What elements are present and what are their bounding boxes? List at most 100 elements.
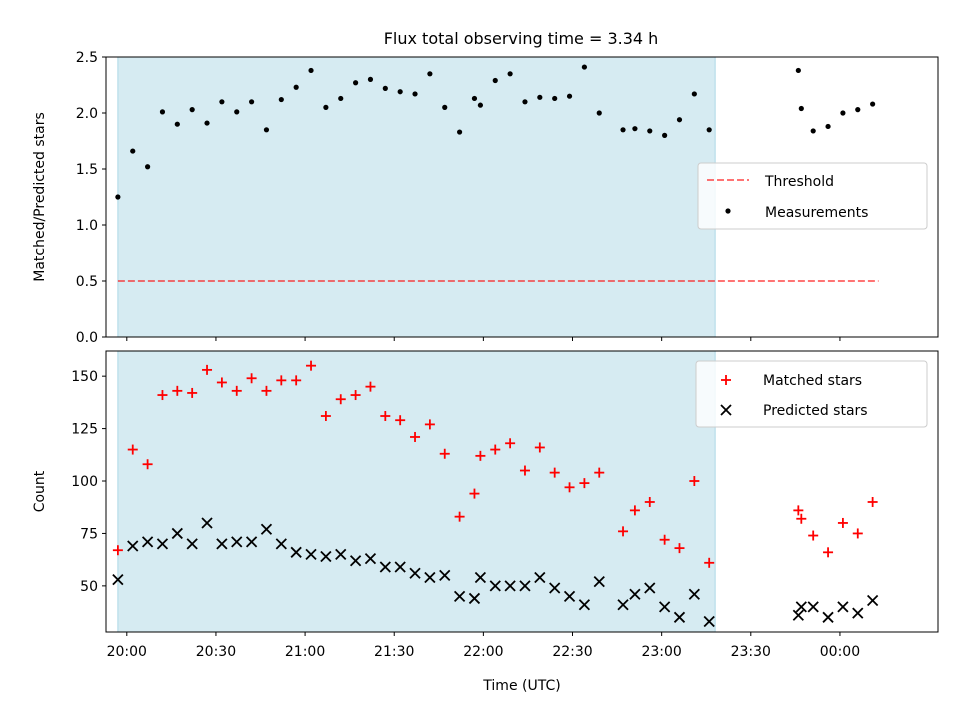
y-tick-label: 2.5 bbox=[76, 50, 98, 66]
measurement-point bbox=[507, 71, 513, 77]
matched-star-point bbox=[127, 444, 138, 455]
chart-title: Flux total observing time = 3.34 h bbox=[384, 29, 659, 48]
y-axis-label: Matched/Predicted stars bbox=[32, 112, 48, 282]
y-tick-label: 75 bbox=[80, 526, 98, 542]
measurement-point bbox=[219, 99, 225, 105]
measurement-point bbox=[323, 104, 329, 110]
matched-star-point bbox=[187, 387, 198, 398]
y-tick-label: 50 bbox=[80, 579, 98, 595]
measurement-point bbox=[382, 85, 388, 91]
observing-window-shade bbox=[117, 57, 716, 337]
matched-star-point bbox=[579, 478, 590, 489]
predicted-star-point bbox=[474, 571, 487, 584]
predicted-star-point bbox=[549, 582, 561, 594]
predicted-star-point bbox=[658, 601, 671, 613]
predicted-star-point bbox=[822, 611, 834, 623]
measurement-point bbox=[367, 76, 374, 82]
matched-star-point bbox=[365, 381, 376, 392]
measurement-point bbox=[115, 194, 121, 200]
matched-star-point bbox=[867, 496, 878, 507]
matched-star-point bbox=[505, 438, 516, 449]
predicted-star-point bbox=[792, 609, 804, 621]
measurement-point bbox=[825, 123, 831, 130]
predicted-star-point bbox=[201, 517, 213, 529]
predicted-star-point bbox=[186, 538, 198, 550]
ratio-panel: 0.0 0.5 1.0 1.5 2.0 2.5 Matched/Predicted star… bbox=[32, 50, 939, 346]
matched-star-point bbox=[534, 442, 545, 453]
measurement-point bbox=[471, 95, 478, 102]
x-tick-label: 20:30 bbox=[196, 644, 236, 660]
x-tick-label: 23:00 bbox=[641, 644, 681, 660]
matched-star-point bbox=[142, 459, 153, 470]
observing-window-shade bbox=[117, 351, 716, 632]
x-tick-label: 21:00 bbox=[285, 644, 325, 660]
y-tick-label: 150 bbox=[71, 369, 98, 385]
matched-star-point bbox=[618, 526, 629, 537]
predicted-star-point bbox=[394, 561, 406, 573]
matched-star-point bbox=[469, 488, 480, 499]
predicted-star-point bbox=[379, 561, 391, 573]
legend-measurements-swatch bbox=[725, 208, 731, 214]
predicted-star-point bbox=[305, 548, 317, 561]
matched-star-point bbox=[291, 375, 302, 386]
predicted-star-point bbox=[504, 580, 516, 592]
predicted-star-point bbox=[424, 571, 436, 584]
predicted-star-point bbox=[231, 536, 243, 548]
matched-star-point bbox=[689, 476, 700, 487]
count-panel: 50 75 100 125 150 20:00 20:30 21:00 21:30 22:00 22… bbox=[32, 350, 939, 694]
predicted-star-point bbox=[534, 571, 546, 584]
predicted-star-point bbox=[593, 576, 605, 588]
predicted-star-point bbox=[468, 592, 481, 605]
measurement-point bbox=[676, 117, 683, 123]
matched-star-point bbox=[519, 465, 530, 476]
matched-star-point bbox=[852, 528, 863, 539]
y-tick-label: 1.0 bbox=[76, 218, 98, 234]
matched-star-point bbox=[704, 557, 715, 568]
matched-star-point bbox=[261, 385, 272, 396]
predicted-star-point bbox=[673, 611, 686, 623]
measurement-point bbox=[278, 96, 284, 103]
measurement-point bbox=[234, 109, 240, 115]
measurement-point bbox=[397, 89, 403, 95]
legend-predicted-swatch bbox=[720, 404, 732, 416]
matched-star-point bbox=[823, 547, 834, 558]
matched-star-point bbox=[549, 467, 560, 478]
legend-predicted-label: Predicted stars bbox=[763, 403, 868, 419]
measurement-point bbox=[522, 99, 528, 105]
predicted-star-point bbox=[688, 588, 700, 600]
predicted-star-point bbox=[866, 594, 879, 607]
predicted-star-point bbox=[409, 567, 421, 579]
matched-star-point bbox=[644, 496, 655, 507]
predicted-star-point bbox=[216, 538, 228, 550]
matched-star-point bbox=[796, 513, 807, 524]
predicted-star-point bbox=[245, 536, 258, 548]
axes-frame bbox=[105, 56, 939, 338]
predicted-star-point bbox=[852, 607, 864, 619]
measurement-point bbox=[353, 80, 359, 86]
predicted-star-point bbox=[364, 552, 377, 565]
measurement-point bbox=[174, 121, 180, 127]
y-tick-label: 0.5 bbox=[76, 274, 98, 290]
matched-star-point bbox=[475, 450, 486, 461]
predicted-star-point bbox=[837, 601, 849, 613]
matched-star-point bbox=[659, 534, 670, 545]
measurement-point bbox=[130, 148, 136, 154]
matched-star-point bbox=[395, 415, 406, 426]
measurement-point bbox=[855, 107, 861, 113]
y-tick-label: 1.5 bbox=[76, 162, 98, 178]
measurement-point bbox=[537, 94, 543, 100]
measurement-point bbox=[159, 109, 166, 115]
measurement-point bbox=[338, 95, 344, 102]
y-tick-label: 2.0 bbox=[76, 106, 98, 122]
measurement-point bbox=[552, 95, 558, 102]
measurement-point bbox=[647, 128, 653, 134]
predicted-star-point bbox=[807, 601, 819, 613]
measurement-point bbox=[662, 132, 668, 138]
predicted-star-point bbox=[171, 527, 183, 540]
matched-star-point bbox=[335, 394, 346, 405]
matched-star-point bbox=[424, 419, 435, 430]
x-tick-label: 22:30 bbox=[552, 644, 592, 660]
legend-measurements-label: Measurements bbox=[765, 205, 868, 221]
matched-star-point bbox=[380, 411, 391, 422]
x-axis-label: Time (UTC) bbox=[482, 678, 560, 694]
